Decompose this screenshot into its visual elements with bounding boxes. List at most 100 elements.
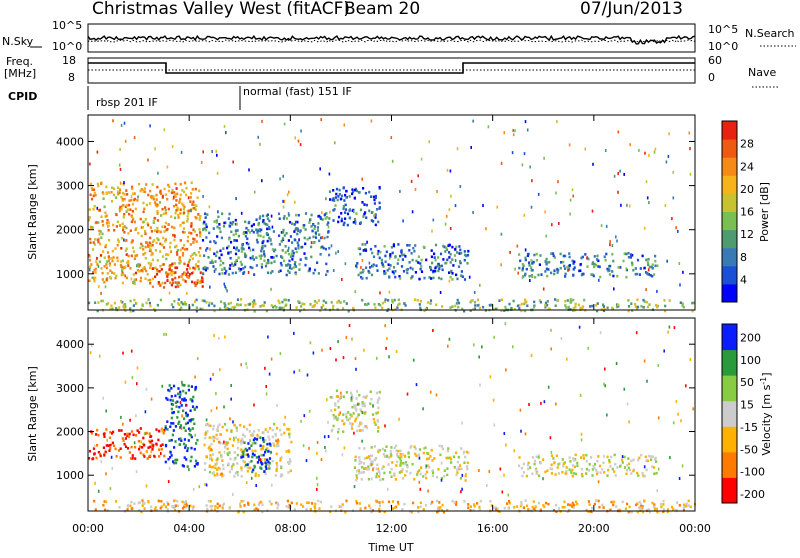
power-speckle [379,291,381,295]
velocity-cell [527,509,530,512]
power-speckle [287,246,290,250]
power-cell [344,193,347,197]
velocity-cell [569,503,572,507]
velocity-cell [647,508,650,511]
power-cell [234,261,237,264]
power-speckle [449,169,452,173]
velocity-colorbar-swatch [722,451,737,478]
power-cell [417,255,420,258]
power-cell [313,268,317,272]
power-cell [123,307,126,311]
velocity-cell [241,437,244,441]
power-cell [528,274,531,278]
power-cell [96,263,99,266]
power-cell [292,266,295,269]
power-cell [145,183,148,186]
power-cell [152,221,155,224]
velocity-cell [429,455,432,458]
velocity-cell [337,427,340,431]
power-speckle [516,244,519,248]
power-cell [287,239,290,242]
power-cell [174,195,177,198]
power-cell [121,281,124,285]
power-cell [143,267,147,271]
power-cell [158,270,161,273]
power-cell [205,236,208,239]
power-cell [264,222,267,226]
power-cell [201,299,204,302]
power-cell [457,301,461,305]
power-speckle [473,291,476,294]
power-cell [162,246,166,249]
velocity-cell [641,472,644,475]
velocity-cell [416,470,419,474]
power-cell [391,298,394,302]
power-cell [218,223,221,226]
velocity-speckle [354,357,357,361]
velocity-cell [552,509,556,512]
power-cell [333,208,336,211]
velocity-cell [295,502,298,505]
beam-label: Beam 20 [344,0,420,19]
velocity-cell [438,507,441,511]
power-cell [159,192,163,196]
power-cell [251,229,254,232]
velocity-cell [171,411,174,415]
velocity-cell [215,462,218,465]
velocity-speckle [547,385,550,389]
power-cell [162,236,165,240]
velocity-speckle [224,335,226,339]
velocity-speckle [230,397,232,401]
velocity-cell [190,446,193,450]
power-cell [240,268,243,271]
velocity-cell [168,389,171,393]
velocity-cell [643,499,646,503]
power-cell [312,271,315,275]
power-cell [627,309,630,313]
velocity-cell [544,501,548,505]
velocity-cell [572,506,575,509]
power-cell [374,223,377,227]
power-cell [323,213,326,216]
power-cell [171,281,174,285]
power-cell [267,258,270,262]
nsky-label: N.Sky [2,35,34,48]
velocity-cell [212,471,215,474]
velocity-cell [596,459,599,463]
power-cell [249,256,252,260]
power-cell [194,208,197,211]
power-cell [379,250,382,254]
power-cell [233,306,236,310]
velocity-cell [92,447,96,450]
velocity-cell [122,439,125,442]
velocity-cell [171,433,174,437]
power-cell [557,298,560,302]
power-speckle [100,291,102,295]
velocity-speckle [395,350,398,353]
velocity-cell [637,458,640,462]
power-cell [450,269,453,273]
velocity-speckle [305,459,308,463]
power-cell [197,267,200,271]
velocity-cell [191,507,194,511]
velocity-cell [555,503,558,507]
power-cell [122,228,125,232]
power-cell [488,304,491,307]
velocity-cell [151,446,154,450]
power-cell [524,298,527,302]
power-cell [611,252,614,256]
power-cell [309,218,312,221]
power-cell [465,254,468,258]
power-speckle [300,129,302,133]
power-cell [153,308,156,311]
power-speckle [664,204,667,208]
power-speckle [157,171,159,175]
velocity-cell [117,449,121,452]
velocity-cell [616,466,619,469]
velocity-cell [641,510,645,514]
velocity-speckle [215,406,218,410]
power-cell [144,256,147,260]
power-speckle [123,121,126,125]
power-cell [518,266,521,270]
